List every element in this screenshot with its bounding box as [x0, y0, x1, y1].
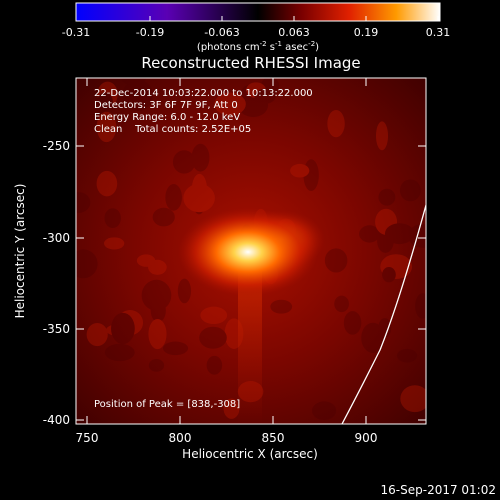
image-texture-blob: [343, 311, 362, 335]
x-tick-label: 750: [76, 431, 99, 445]
plot-frame: [75, 77, 427, 425]
image-texture-blob: [206, 355, 223, 375]
solar-limb-line: [341, 204, 426, 424]
image-texture-blob: [415, 293, 426, 319]
annotation-time-range: 22-Dec-2014 10:03:22.000 to 10:13:22.000: [94, 88, 313, 99]
colorbar-tick-label: 0.31: [426, 26, 451, 39]
image-texture-blob: [380, 254, 413, 279]
colorbar-tick-label: -0.31: [62, 26, 90, 39]
x-tick-label: 800: [169, 431, 192, 445]
image-texture-blob: [396, 348, 418, 363]
image-texture-blob: [378, 318, 392, 338]
colorbar-tick-label: 0.19: [354, 26, 379, 39]
y-tick-label: -400: [43, 413, 70, 427]
colorbar: -0.31 -0.19 -0.063 0.063 0.19 0.31 (phot…: [62, 2, 451, 53]
image-texture-blob: [104, 237, 125, 250]
annotation-peak-position: Position of Peak = [838,-308]: [94, 399, 240, 410]
image-texture-blob: [382, 267, 396, 283]
colorbar-tick-label: -0.063: [204, 26, 239, 39]
image-texture-blob: [152, 207, 175, 227]
image-texture-blob: [375, 208, 398, 235]
image-texture-blob: [400, 385, 426, 413]
annotation-detectors: Detectors: 3F 6F 7F 9F, Att 0: [94, 100, 238, 111]
image-texture-blob: [104, 208, 121, 228]
image-texture-blob: [327, 109, 345, 138]
image-texture-blob: [359, 225, 380, 243]
image-texture-blob: [148, 318, 167, 350]
rhessi-image: [76, 78, 426, 424]
image-texture-blob: [106, 323, 136, 337]
image-texture-blob: [254, 88, 276, 104]
image-texture-blob: [378, 188, 396, 206]
colorbar-unit-label: (photons cm-2 s-1 asec-2): [197, 40, 319, 53]
x-tick-label: 900: [355, 431, 378, 445]
image-texture-blob: [199, 326, 227, 349]
image-texture-blob: [191, 143, 210, 172]
image-texture-blob: [399, 179, 421, 202]
image-texture-blob: [162, 341, 189, 356]
image-texture-blob: [141, 279, 172, 311]
image-texture-blob: [246, 82, 266, 99]
y-tick-label: -250: [43, 139, 70, 153]
image-texture-blob: [104, 343, 135, 362]
footer-timestamp: 16-Sep-2017 01:02: [381, 483, 496, 497]
x-axis-label: Heliocentric X (arcsec): [182, 447, 318, 461]
image-texture-blob: [200, 306, 228, 324]
image-texture-blob: [172, 150, 196, 174]
annotation-clean-counts: Clean Total counts: 2.52E+05: [94, 124, 251, 135]
image-texture-blob: [238, 93, 269, 118]
image-texture-blob: [122, 79, 154, 112]
annotation-energy-range: Energy Range: 6.0 - 12.0 keV: [94, 112, 240, 123]
image-texture-blob: [148, 358, 165, 372]
image-texture-blob: [117, 310, 144, 336]
image-texture-blob: [290, 163, 310, 178]
plot-title: Reconstructed RHESSI Image: [141, 54, 360, 72]
image-texture-blob: [377, 228, 394, 253]
image-texture-blob: [312, 401, 337, 421]
image-texture-blob: [150, 298, 166, 323]
image-texture-blob: [76, 249, 98, 279]
image-texture-blob: [375, 121, 389, 151]
image-texture-blob: [223, 398, 240, 419]
y-axis-label: Heliocentric Y (arcsec): [13, 184, 27, 319]
axis-ticks: [76, 78, 426, 424]
image-texture-blob: [111, 312, 135, 345]
image-texture-blob: [121, 78, 146, 86]
image-texture-blob: [361, 322, 385, 353]
y-tick-label: -300: [43, 231, 70, 245]
x-tick-label: 850: [262, 431, 285, 445]
image-texture-blob: [303, 159, 319, 192]
image-texture-blob: [324, 248, 348, 273]
image-texture-blob: [270, 299, 293, 314]
image-texture-blob: [191, 173, 208, 205]
colorbar-tick-label: 0.063: [278, 26, 310, 39]
image-texture-blob: [76, 192, 91, 213]
image-texture-blob: [334, 295, 349, 313]
image-texture-blob: [240, 85, 258, 107]
image-texture-blob: [384, 223, 415, 245]
image-texture-blob: [96, 170, 118, 197]
image-texture-blob: [86, 323, 108, 347]
image-texture-blob: [97, 81, 118, 108]
colorbar-tick-label: -0.19: [136, 26, 164, 39]
image-texture-blob: [260, 78, 280, 96]
image-texture-blob: [214, 92, 246, 116]
image-texture-blob: [96, 111, 117, 143]
y-tick-label: -350: [43, 322, 70, 336]
flare-source: [178, 208, 318, 296]
image-texture-blob: [97, 92, 113, 111]
image-texture-blob: [192, 183, 206, 215]
image-texture-blob: [183, 183, 215, 213]
image-texture-blob: [165, 184, 182, 211]
image-texture-blob: [136, 254, 156, 267]
image-texture-blob: [148, 259, 167, 275]
image-texture-blob: [177, 278, 192, 304]
colorbar-gradient: [75, 2, 441, 22]
